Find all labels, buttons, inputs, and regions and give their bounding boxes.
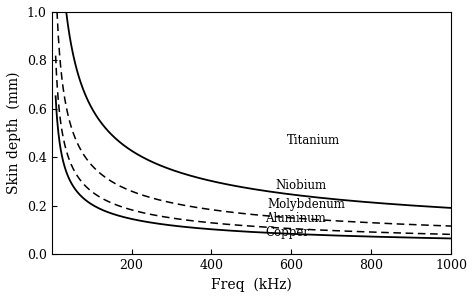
Text: Titanium: Titanium bbox=[287, 134, 340, 147]
Text: Molybdenum: Molybdenum bbox=[267, 198, 345, 211]
Text: Aluminum: Aluminum bbox=[265, 212, 326, 225]
X-axis label: Freq  (kHz): Freq (kHz) bbox=[211, 278, 292, 292]
Y-axis label: Skin depth  (mm): Skin depth (mm) bbox=[7, 72, 21, 194]
Text: Niobium: Niobium bbox=[275, 179, 327, 192]
Text: Copper: Copper bbox=[265, 226, 310, 239]
